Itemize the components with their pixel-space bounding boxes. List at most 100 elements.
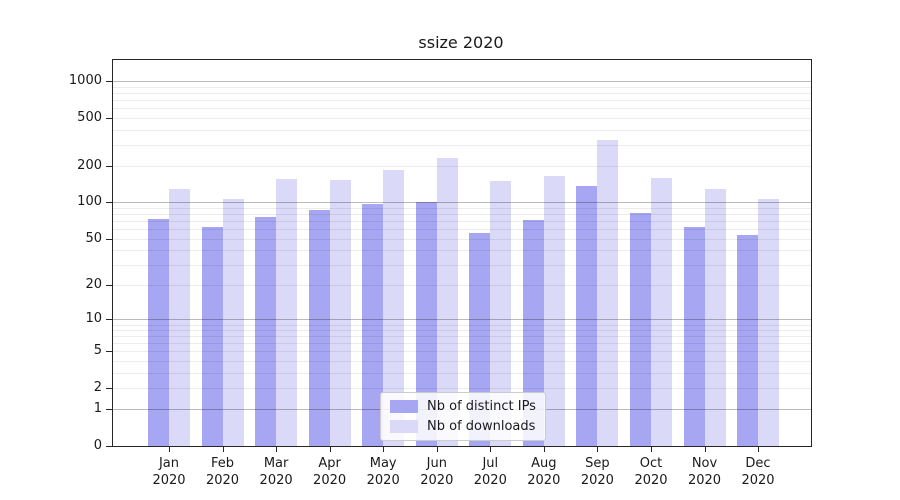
bar-downloads	[329, 179, 351, 446]
x-tick-month: Aug	[531, 456, 557, 471]
legend-label-downloads: Nb of downloads	[427, 419, 536, 434]
x-tick-month: May	[369, 456, 397, 471]
x-tick-mark	[758, 446, 759, 452]
bar-distinct-ips	[362, 204, 384, 446]
x-tick-label: Apr 2020	[298, 455, 362, 489]
bar-downloads	[758, 198, 779, 446]
gridline-minor	[113, 166, 811, 168]
bar-distinct-ips	[415, 201, 437, 446]
gridline-major	[113, 81, 811, 83]
x-tick-year: 2020	[580, 473, 614, 488]
x-tick-month: Apr	[318, 456, 341, 471]
bar-distinct-ips	[683, 227, 705, 446]
x-tick-mark	[222, 446, 224, 452]
x-tick-year: 2020	[313, 473, 347, 488]
x-tick-mark	[704, 446, 706, 452]
bar-downloads	[383, 170, 405, 446]
bar-downloads	[222, 199, 244, 446]
legend-label-distinct-ips: Nb of distinct IPs	[427, 399, 536, 414]
x-tick-mark	[169, 446, 170, 452]
x-tick-month: Sep	[585, 456, 610, 471]
x-tick-month: Mar	[263, 456, 289, 471]
y-tick-label: 500	[77, 109, 102, 125]
legend-row-distinct-ips: Nb of distinct IPs	[390, 398, 536, 415]
y-tick-mark	[106, 117, 113, 119]
y-tick-mark	[106, 238, 113, 240]
x-tick-label: Jun 2020	[405, 455, 469, 489]
x-tick-year: 2020	[205, 473, 240, 488]
bar-distinct-ips	[630, 212, 651, 446]
x-tick-mark	[383, 446, 385, 452]
x-tick-year: 2020	[634, 473, 668, 488]
bar-distinct-ips	[201, 227, 223, 446]
bar-downloads	[543, 175, 565, 446]
y-tick-label: 10	[85, 311, 102, 327]
legend-swatch-downloads	[390, 420, 418, 433]
x-tick-year: 2020	[152, 473, 186, 488]
x-tick-label: Oct 2020	[619, 455, 683, 489]
y-tick-mark	[106, 388, 113, 389]
x-tick-month: Nov	[691, 456, 718, 471]
y-tick-label: 100	[77, 194, 102, 210]
y-tick-label: 2	[93, 380, 102, 395]
gridline-minor	[113, 144, 811, 146]
x-tick-year: 2020	[420, 473, 454, 488]
x-tick-mark	[490, 446, 492, 452]
x-tick-year: 2020	[687, 473, 722, 488]
y-tick-mark	[106, 409, 113, 411]
x-tick-mark	[543, 446, 545, 452]
x-tick-mark	[436, 446, 438, 452]
y-tick-mark	[106, 351, 113, 353]
x-tick-label: Feb 2020	[191, 455, 255, 489]
x-tick-label: Mar 2020	[244, 455, 308, 489]
bar-downloads	[490, 180, 512, 446]
y-tick-label: 0	[93, 438, 102, 453]
chart-title: ssize 2020	[418, 33, 504, 52]
x-tick-year: 2020	[366, 473, 400, 488]
legend-swatch-distinct-ips	[390, 400, 418, 413]
y-tick-label: 1	[93, 401, 102, 417]
x-tick-label: Jan 2020	[137, 455, 201, 489]
y-tick-mark	[106, 166, 113, 168]
bar-distinct-ips	[148, 218, 169, 446]
x-tick-year: 2020	[527, 473, 561, 488]
x-tick-label: Sep 2020	[565, 455, 629, 489]
bar-downloads	[436, 157, 458, 446]
gridline-minor	[113, 129, 811, 131]
bar-downloads	[597, 139, 619, 446]
y-tick-mark	[106, 319, 113, 321]
x-tick-month: Dec	[745, 456, 771, 471]
bar-distinct-ips	[522, 220, 544, 446]
x-tick-month: Jun	[426, 456, 447, 471]
x-tick-mark	[651, 446, 652, 452]
bar-distinct-ips	[308, 209, 330, 446]
gridline-minor	[113, 100, 811, 102]
y-tick-mark	[106, 446, 113, 447]
y-tick-label: 20	[85, 277, 102, 293]
x-tick-label: Nov 2020	[673, 455, 737, 489]
x-tick-mark	[276, 446, 278, 452]
x-tick-year: 2020	[473, 473, 507, 488]
y-tick-mark	[106, 285, 113, 287]
bar-downloads	[651, 177, 672, 446]
x-tick-month: Feb	[210, 456, 235, 471]
gridline-minor	[113, 108, 811, 110]
x-tick-mark	[329, 446, 331, 452]
bar-distinct-ips	[255, 216, 277, 446]
x-tick-label: Dec 2020	[726, 455, 790, 489]
legend-row-downloads: Nb of downloads	[390, 418, 536, 435]
legend: Nb of distinct IPs Nb of downloads	[380, 392, 546, 441]
y-tick-label: 200	[77, 158, 102, 174]
y-tick-label: 5	[93, 343, 102, 359]
gridline-minor	[113, 86, 811, 88]
bar-downloads	[276, 178, 298, 446]
x-tick-month: Oct	[639, 456, 663, 471]
y-tick-label: 1000	[68, 73, 102, 89]
bar-distinct-ips	[737, 234, 758, 446]
x-tick-label: Jul 2020	[458, 455, 522, 489]
x-tick-month: Jan	[158, 456, 180, 471]
x-tick-label: May 2020	[351, 455, 415, 489]
y-tick-label: 50	[85, 230, 102, 246]
bar-distinct-ips	[576, 186, 598, 446]
